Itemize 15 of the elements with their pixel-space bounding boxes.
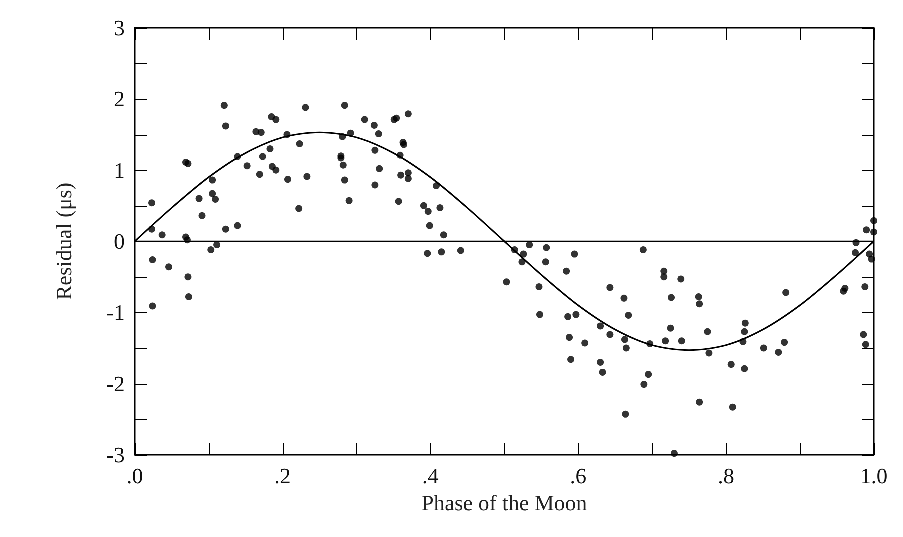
x-tick-label: .4 xyxy=(422,464,439,488)
x-tick-label: .8 xyxy=(718,464,734,488)
x-tick-label: .0 xyxy=(126,464,144,488)
x-axis-title: Phase of the Moon xyxy=(422,490,588,516)
y-tick-label: 2 xyxy=(114,86,125,112)
y-tick-label: -2 xyxy=(106,371,125,396)
y-tick-label: -3 xyxy=(106,442,125,468)
x-tick-label: 1.0 xyxy=(860,464,888,488)
x-tick-label: .6 xyxy=(570,464,587,488)
y-tick-label: 1 xyxy=(114,158,125,183)
y-tick-label: 0 xyxy=(114,229,125,254)
y-tick-label: 3 xyxy=(114,16,125,40)
y-tick-label: -1 xyxy=(106,300,125,326)
y-axis-title: Residual (μs) xyxy=(52,182,76,300)
x-tick-label: .2 xyxy=(274,464,292,488)
